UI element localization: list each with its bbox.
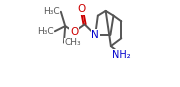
Text: O: O	[70, 27, 78, 37]
Text: H₃C: H₃C	[43, 7, 60, 16]
Text: O: O	[78, 4, 86, 14]
Text: H₃C: H₃C	[37, 27, 54, 36]
Text: NH₂: NH₂	[112, 50, 131, 60]
Text: N: N	[91, 30, 99, 40]
Text: CH₃: CH₃	[65, 38, 81, 47]
